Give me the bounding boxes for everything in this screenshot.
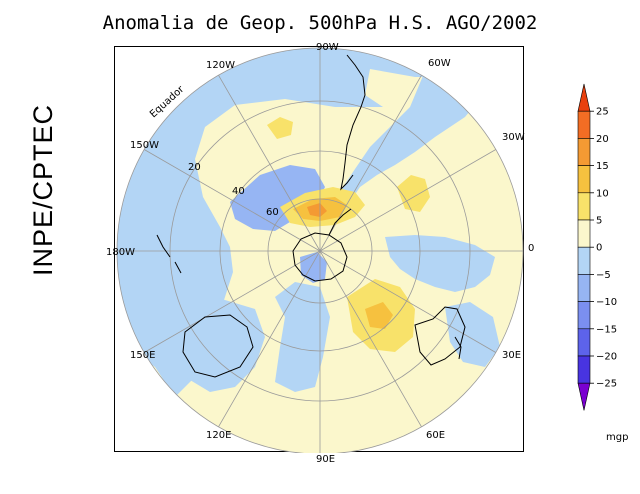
longitude-label-60e: 60E <box>426 430 446 441</box>
australia-coast <box>182 314 254 378</box>
colorbar-tick-label: 15 <box>596 161 609 172</box>
colorbar-tick-label: 20 <box>596 134 609 145</box>
map-title: Anomalia de Geop. 500hPa H.S. AGO/2002 <box>102 12 538 34</box>
africa-coast <box>414 306 466 366</box>
institution-label: INPE/CPTEC <box>28 103 58 277</box>
colorbar-segment <box>577 246 591 275</box>
colorbar-tick-label: 5 <box>596 216 602 227</box>
longitude-label-150w: 150W <box>130 140 159 151</box>
longitude-label-120e: 120E <box>206 430 232 441</box>
colorbar-tick-label: −10 <box>596 297 617 308</box>
colorbar: 25 20 15 10 5 0 −5 −10 −15 −20 −25 <box>577 83 617 411</box>
longitude-label-90e: 90E <box>316 454 336 465</box>
longitude-label-150e: 150E <box>130 350 156 361</box>
positive-anomaly-atlantic <box>397 175 430 212</box>
antarctic-peninsula-coast <box>328 208 352 236</box>
latitude-label-20: 20 <box>188 162 201 173</box>
meridian-lines <box>117 48 523 453</box>
positive-anomaly-north <box>267 117 293 139</box>
negative-anomaly-band-southwest <box>175 297 265 392</box>
colorbar-segment <box>577 328 591 357</box>
strong-positive-anomaly-indian <box>365 302 393 329</box>
colorbar-segment <box>577 274 591 302</box>
colorbar-tick-label: 10 <box>596 188 609 199</box>
colorbar-tick-label: −15 <box>596 324 617 335</box>
colorbar-tick-label: 25 <box>596 107 609 118</box>
new-zealand-coast <box>156 234 182 274</box>
longitude-label-120w: 120W <box>206 60 235 71</box>
polar-map <box>116 47 524 453</box>
latitude-label-60: 60 <box>266 207 279 218</box>
negative-anomaly-band-east <box>445 302 500 367</box>
coastlines <box>156 54 466 378</box>
colorbar-segment <box>577 355 591 384</box>
antarctica-coast <box>292 232 348 282</box>
negative-anomaly-band-south <box>275 282 330 392</box>
colorbar-max-arrow <box>577 83 591 112</box>
colorbar-min-arrow <box>577 382 591 411</box>
colorbar-segment <box>577 301 591 330</box>
longitude-label-30e: 30E <box>502 350 522 361</box>
south-america-coast <box>340 54 366 191</box>
colorbar-segment <box>577 165 591 194</box>
latitude-label-40: 40 <box>232 186 245 197</box>
colorbar-segment <box>577 110 591 139</box>
colorbar-tick-label: −20 <box>596 352 617 363</box>
longitude-label-90w: 90W <box>316 42 339 53</box>
longitude-label-0: 0 <box>528 243 535 254</box>
colorbar-segment <box>577 192 591 221</box>
longitude-label-60w: 60W <box>428 58 451 69</box>
madagascar-coast <box>454 336 462 360</box>
colorbar-tick-label: −5 <box>596 270 611 281</box>
longitude-label-180w: 180W <box>106 247 135 258</box>
colorbar-tick-label: −25 <box>596 379 617 390</box>
colorbar-tick-label: 0 <box>596 243 602 254</box>
colorbar-unit: mgp <box>606 432 629 443</box>
longitude-label-30w: 30W <box>502 132 525 143</box>
map-panel <box>114 46 524 453</box>
peak-positive-anomaly <box>307 203 327 217</box>
colorbar-segment <box>577 138 591 166</box>
colorbar-segment <box>577 219 591 248</box>
